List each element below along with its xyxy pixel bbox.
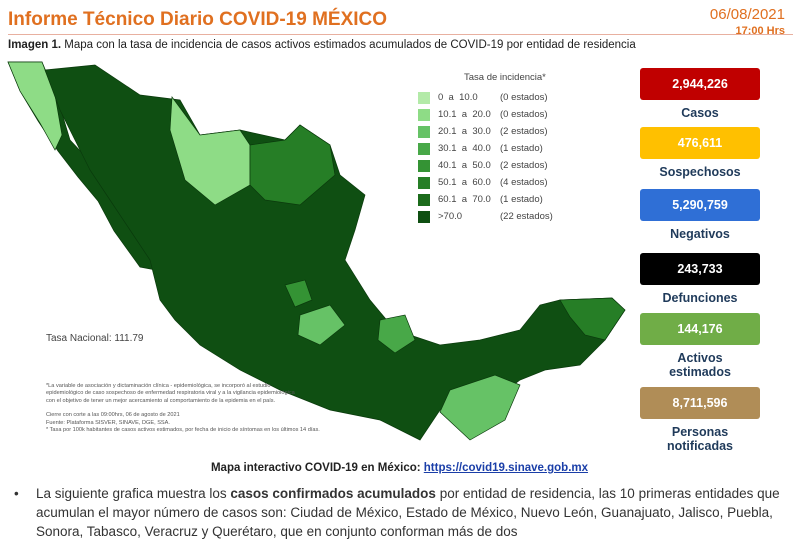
legend-title: Tasa de incidencia* <box>464 72 546 83</box>
legend-row: 30.1 a 40.0 (1 estado) <box>418 140 553 157</box>
stat-value: 5,290,759 <box>640 189 760 221</box>
figure-caption: Imagen 1. Mapa con la tasa de incidencia… <box>8 39 636 51</box>
stat-value: 2,944,226 <box>640 68 760 100</box>
stat-label: Casos <box>681 106 719 120</box>
legend-range: 60.1 a 70.0 <box>438 194 491 205</box>
stat-value: 243,733 <box>640 253 760 285</box>
legend-swatch <box>418 108 430 121</box>
report-time: 17:00 Hrs <box>735 25 785 37</box>
legend-count: (0 estados) <box>500 92 548 103</box>
legend-row: 0 a 10.0 (0 estados) <box>418 89 553 106</box>
footnote-line: Fuente: Plataforma SISVER, SINAVE, DGE, … <box>46 419 170 426</box>
footnote-line: Cierre con corte a las 09:00hrs, 06 de a… <box>46 412 180 419</box>
bullet-dot: • <box>14 486 19 501</box>
caption-text: Mapa con la tasa de incidencia de casos … <box>64 39 636 51</box>
coahuila <box>249 124 336 206</box>
central-state-b <box>377 314 416 354</box>
legend-swatch <box>418 159 430 172</box>
stat-value: 476,611 <box>640 127 760 159</box>
footnote-line: * Tasa por 100k habitantes de casos acti… <box>46 427 320 434</box>
legend-count: (2 estados) <box>500 160 548 171</box>
legend-count: (22 estados) <box>500 211 553 222</box>
legend-range: 50.1 a 60.0 <box>438 177 491 188</box>
stat: 144,176 Activos estimados <box>640 313 760 379</box>
footnotes: *La variable de asociación y dictaminaci… <box>46 383 320 434</box>
legend-rows: 0 a 10.0 (0 estados) 10.1 a 20.0 (0 estados… <box>418 89 553 225</box>
legend-range: 0 a 10.0 <box>438 92 478 103</box>
legend-row: 50.1 a 60.0 (4 estados) <box>418 174 553 191</box>
stat-label: Defunciones <box>662 291 738 305</box>
legend-range: 30.1 a 40.0 <box>438 143 491 154</box>
legend-swatch <box>418 210 430 223</box>
stat-label: Personas notificadas <box>667 425 733 453</box>
link-line: Mapa interactivo COVID-19 en México: htt… <box>0 462 799 474</box>
legend-row: 20.1 a 30.0 (2 estados) <box>418 123 553 140</box>
legend-swatch <box>418 125 430 138</box>
report-title: Informe Técnico Diario COVID-19 MÉXICO <box>8 9 388 30</box>
legend-swatch <box>418 91 430 104</box>
bullet-before: La siguiente grafica muestra los <box>36 486 231 501</box>
footnote-line: epidemiológico de caso sospechoso de enf… <box>46 390 295 397</box>
national-rate: Tasa Nacional: 111.79 <box>46 333 144 344</box>
legend-row: 10.1 a 20.0 (0 estados) <box>418 106 553 123</box>
legend-swatch <box>418 176 430 189</box>
legend-count: (0 estados) <box>500 109 548 120</box>
legend-swatch <box>418 193 430 206</box>
stat-label: Activos estimados <box>669 351 731 379</box>
legend-range: 10.1 a 20.0 <box>438 109 491 120</box>
stat-value: 8,711,596 <box>640 387 760 419</box>
link-url[interactable]: https://covid19.sinave.gob.mx <box>423 462 589 474</box>
footnote-line <box>46 405 320 412</box>
stat: 5,290,759 Negativos <box>640 189 760 241</box>
stat: 243,733 Defunciones <box>640 253 760 305</box>
legend-range: 20.1 a 30.0 <box>438 126 491 137</box>
central-state-a <box>297 304 346 346</box>
baja-north <box>7 61 63 151</box>
legend-row: 40.1 a 50.0 (2 estados) <box>418 157 553 174</box>
stat-label: Sospechosos <box>659 165 741 179</box>
mexico-map <box>7 61 626 441</box>
header-rule <box>8 34 793 35</box>
legend-count: (4 estados) <box>500 177 548 188</box>
legend-range: 40.1 a 50.0 <box>438 160 491 171</box>
legend-swatch <box>418 142 430 155</box>
legend: Tasa de incidencia* 0 a 10.0 (0 estados) 1… <box>418 72 553 225</box>
legend-row: >70.0 (22 estados) <box>418 208 553 225</box>
link-text: Mapa interactivo COVID-19 en México: <box>210 462 424 474</box>
bullet-bold: casos confirmados acumulados <box>230 486 436 501</box>
legend-count: (2 estados) <box>500 126 548 137</box>
stat-value: 144,176 <box>640 313 760 345</box>
chiapas <box>439 374 521 441</box>
central-state-c <box>284 279 313 308</box>
stat: 8,711,596 Personas notificadas <box>640 387 760 453</box>
stat-label: Negativos <box>670 227 730 241</box>
report-date: 06/08/2021 <box>709 6 785 23</box>
caption-label: Imagen 1. <box>8 39 62 51</box>
stat: 476,611 Sospechosos <box>640 127 760 179</box>
legend-range: >70.0 <box>438 211 463 222</box>
bullet-paragraph: • La siguiente grafica muestra los casos … <box>14 484 784 541</box>
yucatan-state <box>559 297 626 341</box>
footnote-line: con el objetivo de tener un mejor acerca… <box>46 397 276 404</box>
legend-count: (1 estado) <box>500 194 543 205</box>
legend-row: 60.1 a 70.0 (1 estado) <box>418 191 553 208</box>
bullet-text: La siguiente grafica muestra los casos c… <box>36 484 784 541</box>
legend-count: (1 estado) <box>500 143 543 154</box>
footnote-line: *La variable de asociación y dictaminaci… <box>46 383 271 389</box>
stat: 2,944,226 Casos <box>640 68 760 120</box>
